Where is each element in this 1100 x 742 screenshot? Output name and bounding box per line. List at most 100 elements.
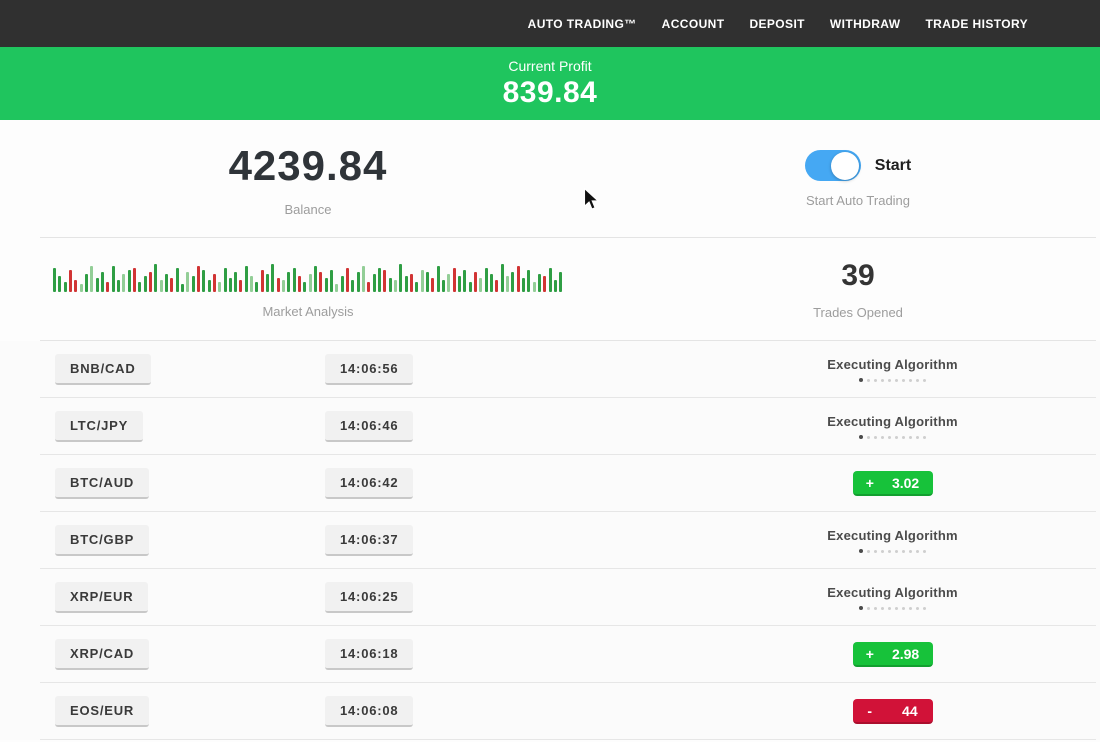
result-sign: - <box>867 702 873 719</box>
nav-item-withdraw[interactable]: WITHDRAW <box>829 16 901 31</box>
market-bar <box>90 266 94 292</box>
market-bar <box>244 266 248 292</box>
market-bar <box>138 282 142 292</box>
market-bar <box>372 274 376 292</box>
market-bar <box>255 282 259 292</box>
balance-block: 4239.84 Balance <box>0 120 616 238</box>
market-bar <box>324 278 328 292</box>
market-bar <box>202 270 206 292</box>
trades-opened-value: 39 <box>841 259 875 292</box>
pair-pill: XRP/EUR <box>55 582 149 613</box>
market-analysis-chart <box>53 260 563 292</box>
nav-item-trade-history[interactable]: TRADE HISTORY <box>925 16 1028 31</box>
result-amount: 2.98 <box>891 645 920 662</box>
market-bar <box>58 276 62 292</box>
market-bar <box>170 278 174 292</box>
executing-status-text: Executing Algorithm <box>827 357 958 372</box>
trade-row: EOS/EUR 14:06:08 - 44 <box>0 683 1100 740</box>
market-bar <box>271 264 275 292</box>
result-sign: + <box>865 645 874 662</box>
market-bar <box>106 282 110 292</box>
market-bar <box>191 276 195 292</box>
progress-dots-icon <box>859 378 926 382</box>
market-bar <box>154 264 158 292</box>
time-pill: 14:06:56 <box>325 354 414 385</box>
market-bar <box>212 274 216 292</box>
market-bar <box>330 270 334 292</box>
market-bar <box>207 280 211 292</box>
trade-row: BTC/AUD 14:06:42 + 3.02 <box>0 455 1100 512</box>
market-bar <box>511 272 515 292</box>
nav-item-account[interactable]: ACCOUNT <box>661 16 725 31</box>
pair-pill: BTC/GBP <box>55 525 150 556</box>
pair-pill: LTC/JPY <box>55 411 144 442</box>
market-bar <box>314 266 318 292</box>
executing-status-text: Executing Algorithm <box>827 414 958 429</box>
market-bar <box>298 276 302 292</box>
market-bar <box>116 280 120 292</box>
result-badge: + 2.98 <box>852 642 933 667</box>
market-bar <box>527 270 531 292</box>
time-pill: 14:06:25 <box>325 582 414 613</box>
market-bar <box>399 264 403 292</box>
market-bar <box>143 276 147 292</box>
profit-banner-label: Current Profit <box>508 57 592 74</box>
auto-trading-toggle[interactable] <box>804 150 861 181</box>
time-pill: 14:06:46 <box>325 411 414 442</box>
market-bar <box>287 272 291 292</box>
balance-value: 4239.84 <box>228 141 388 189</box>
executing-status: Executing Algorithm <box>827 414 958 439</box>
market-bar <box>63 282 67 292</box>
executing-status: Executing Algorithm <box>827 528 958 553</box>
pair-pill: EOS/EUR <box>55 696 150 727</box>
toggle-label: Start <box>874 156 912 174</box>
market-bar <box>500 264 504 292</box>
market-bar <box>537 274 541 292</box>
market-bar <box>447 274 451 292</box>
trades-list: BNB/CAD 14:06:56 Executing Algorithm LTC… <box>0 341 1100 740</box>
result-badge: - 44 <box>852 699 933 724</box>
nav-item-deposit[interactable]: DEPOSIT <box>749 16 805 31</box>
result-badge: + 3.02 <box>852 471 933 496</box>
market-bar <box>223 268 227 292</box>
trade-row: XRP/CAD 14:06:18 + 2.98 <box>0 626 1100 683</box>
market-bar <box>319 272 323 292</box>
market-bar <box>164 274 168 292</box>
market-bar <box>431 278 435 292</box>
market-bar <box>234 272 238 292</box>
market-bar <box>68 270 72 292</box>
market-bar <box>383 270 387 292</box>
top-nav: AUTO TRADING™ ACCOUNT DEPOSIT WITHDRAW T… <box>0 0 1100 47</box>
market-bar <box>180 284 184 292</box>
progress-dots-icon <box>859 549 926 553</box>
market-bar <box>505 276 509 292</box>
market-bar <box>127 270 131 292</box>
trades-opened-label: Trades Opened <box>813 305 903 320</box>
market-bar <box>559 272 563 292</box>
progress-dots-icon <box>859 606 926 610</box>
market-bar <box>79 284 83 292</box>
market-bar <box>303 282 307 292</box>
summary-bottom-row: Market Analysis 39 Trades Opened <box>0 238 1100 341</box>
market-bar <box>436 266 440 292</box>
result-amount: 3.02 <box>891 474 920 491</box>
result-sign: + <box>865 474 874 491</box>
market-bar <box>292 268 296 292</box>
progress-dots-icon <box>859 435 926 439</box>
profit-banner-value: 839.84 <box>502 75 598 109</box>
market-bar <box>228 278 232 292</box>
market-bar <box>346 268 350 292</box>
market-analysis-block: Market Analysis <box>0 238 616 341</box>
market-bar <box>148 272 152 292</box>
market-bar <box>335 284 339 292</box>
time-pill: 14:06:42 <box>325 468 414 499</box>
market-bar <box>388 278 392 292</box>
market-bar <box>340 276 344 292</box>
market-bar <box>53 268 56 292</box>
nav-item-auto-trading[interactable]: AUTO TRADING™ <box>527 16 637 31</box>
market-bar <box>159 280 163 292</box>
trade-row: LTC/JPY 14:06:46 Executing Algorithm <box>0 398 1100 455</box>
market-bar <box>356 272 360 292</box>
trade-row: XRP/EUR 14:06:25 Executing Algorithm <box>0 569 1100 626</box>
